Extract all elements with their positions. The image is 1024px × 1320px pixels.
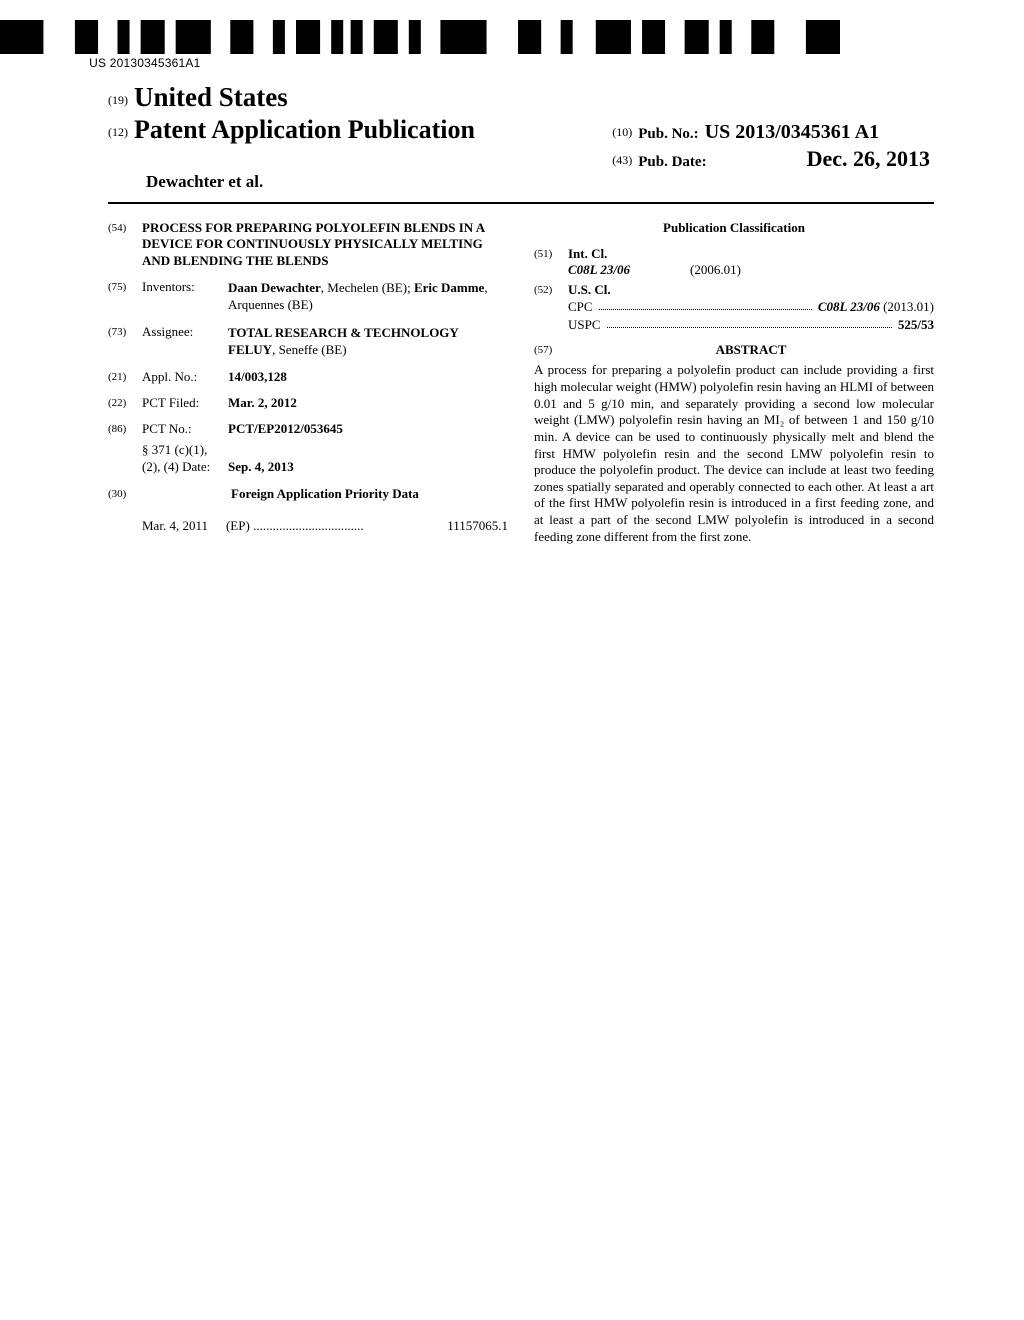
inventor-1-loc: , Mechelen (BE); <box>321 280 414 295</box>
country: United States <box>134 82 288 113</box>
pctno-value: PCT/EP2012/053645 <box>228 421 508 437</box>
pubdate-label: Pub. Date: <box>638 154 706 171</box>
right-column: Publication Classification (51) Int. Cl.… <box>534 220 934 545</box>
uspc-label: USPC <box>568 316 601 334</box>
pctfiled-value: Mar. 2, 2012 <box>228 395 508 411</box>
barcode-doc-number: US 20130345361A1 <box>0 56 840 70</box>
assignee-label: Assignee: <box>142 324 228 359</box>
foreign-priority-heading: Foreign Application Priority Data <box>142 486 508 502</box>
code-22: (22) <box>108 395 142 411</box>
inventors-label: Inventors: <box>142 279 228 314</box>
intcl-edition: (2006.01) <box>690 262 741 278</box>
s371-block: § 371 (c)(1), (2), (4) Date: Sep. 4, 201… <box>142 441 508 476</box>
abstract-heading: ABSTRACT <box>568 342 934 358</box>
priority-dots: .................................. <box>253 518 364 533</box>
priority-country: (EP) <box>226 518 250 533</box>
cpc-label: CPC <box>568 298 593 316</box>
code-21: (21) <box>108 369 142 385</box>
inventor-2-name: Eric Damme <box>414 280 484 295</box>
divider <box>108 202 934 204</box>
s371-date-label: (2), (4) Date: <box>142 458 228 476</box>
code-54: (54) <box>108 220 142 269</box>
pctfiled-label: PCT Filed: <box>142 395 228 411</box>
header: (19) United States (12) Patent Applicati… <box>108 82 934 192</box>
code-75: (75) <box>108 279 142 314</box>
applno-value: 14/003,128 <box>228 369 508 385</box>
assignee-value: TOTAL RESEARCH & TECHNOLOGY FELUY, Senef… <box>228 324 508 359</box>
pubno-label: Pub. No.: <box>638 126 698 143</box>
abstract-text: A process for preparing a polyolefin pro… <box>534 362 934 545</box>
pubno-value: US 2013/0345361 A1 <box>705 121 879 144</box>
code-19: (19) <box>108 93 128 108</box>
code-57: (57) <box>534 342 568 358</box>
inventors-value: Daan Dewachter, Mechelen (BE); Eric Damm… <box>228 279 508 314</box>
assignee-loc: , Seneffe (BE) <box>272 342 346 357</box>
cpc-edition: (2013.01) <box>883 299 934 314</box>
intcl-label: Int. Cl. <box>568 246 934 262</box>
left-column: (54) PROCESS FOR PREPARING POLYOLEFIN BL… <box>108 220 508 545</box>
authors-line: Dewachter et al. <box>146 172 934 192</box>
applno-label: Appl. No.: <box>142 369 228 385</box>
barcode-graphic: ▌▌█▌▐ ▌█▐▌█ ▐ ▌█▐█ ▌█▐ ▌█▐ ▐█▌ ▐▌ ▌█▐█ ▐… <box>0 20 840 54</box>
dots-1 <box>599 295 812 310</box>
cpc-symbol: C08L 23/06 <box>818 299 880 314</box>
barcode-block: ▌▌█▌▐ ▌█▐▌█ ▐ ▌█▐█ ▌█▐ ▌█▐ ▐█▌ ▐▌ ▌█▐█ ▐… <box>0 20 840 70</box>
code-43: (43) <box>612 153 632 168</box>
code-12: (12) <box>108 125 128 140</box>
priority-date: Mar. 4, 2011 <box>142 518 208 534</box>
invention-title: PROCESS FOR PREPARING POLYOLEFIN BLENDS … <box>142 220 508 269</box>
uspc-value: 525/53 <box>898 316 934 334</box>
inventor-1-name: Daan Dewachter <box>228 280 321 295</box>
priority-number: 11157065.1 <box>447 518 508 534</box>
code-52: (52) <box>534 282 568 334</box>
s371-line1: § 371 (c)(1), <box>142 441 508 459</box>
pubdate-value: Dec. 26, 2013 <box>807 146 930 172</box>
intcl-symbol: C08L 23/06 <box>568 262 630 278</box>
s371-date-value: Sep. 4, 2013 <box>228 458 294 476</box>
priority-row: Mar. 4, 2011 (EP) ......................… <box>142 518 508 534</box>
code-51: (51) <box>534 246 568 278</box>
pctno-label: PCT No.: <box>142 421 228 437</box>
code-10: (10) <box>612 125 632 140</box>
code-30: (30) <box>108 486 142 512</box>
priority-country-dots: (EP) .................................. <box>208 518 447 534</box>
code-73: (73) <box>108 324 142 359</box>
code-86: (86) <box>108 421 142 437</box>
dots-2 <box>607 313 892 328</box>
classification-heading: Publication Classification <box>534 220 934 236</box>
publication-type: Patent Application Publication <box>134 115 475 145</box>
